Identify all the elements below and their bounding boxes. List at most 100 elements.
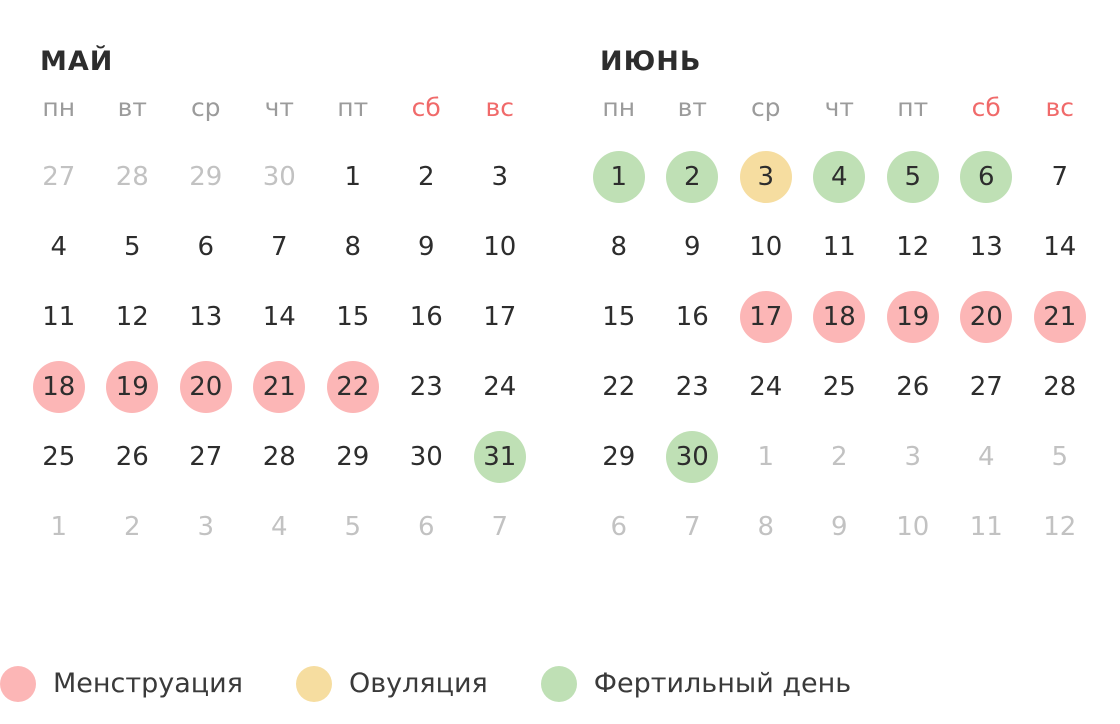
- day[interactable]: 25: [42, 442, 76, 472]
- day[interactable]: 9: [417, 232, 435, 262]
- day-other-month[interactable]: 3: [904, 442, 922, 472]
- weekday-thu: чт: [824, 93, 854, 122]
- day[interactable]: 15: [336, 302, 370, 332]
- day[interactable]: 27: [969, 372, 1003, 402]
- day-other-month[interactable]: 4: [977, 442, 995, 472]
- day-other-month[interactable]: 2: [123, 512, 141, 542]
- day-fertile[interactable]: 5: [886, 151, 939, 203]
- day[interactable]: 22: [602, 372, 636, 402]
- day-menstruation[interactable]: 22: [326, 361, 379, 413]
- day-other-month[interactable]: 4: [270, 512, 288, 542]
- day-other-month[interactable]: 5: [1051, 442, 1069, 472]
- day[interactable]: 28: [1043, 372, 1077, 402]
- day[interactable]: 4: [50, 232, 68, 262]
- day[interactable]: 17: [483, 302, 517, 332]
- day-cell: 13: [169, 282, 243, 352]
- day[interactable]: 14: [262, 302, 296, 332]
- day-menstruation[interactable]: 21: [253, 361, 306, 413]
- day[interactable]: 10: [483, 232, 517, 262]
- day-cell: 20: [169, 352, 243, 422]
- day-menstruation[interactable]: 20: [179, 361, 232, 413]
- ovulation-dot-icon: [295, 666, 332, 702]
- day[interactable]: 23: [409, 372, 443, 402]
- day[interactable]: 26: [115, 442, 149, 472]
- day-menstruation[interactable]: 17: [739, 291, 792, 343]
- day-menstruation[interactable]: 21: [1033, 291, 1086, 343]
- day[interactable]: 13: [969, 232, 1003, 262]
- day-other-month[interactable]: 7: [491, 512, 509, 542]
- day[interactable]: 11: [822, 232, 856, 262]
- day[interactable]: 7: [270, 232, 288, 262]
- day[interactable]: 27: [189, 442, 223, 472]
- day-other-month[interactable]: 3: [197, 512, 215, 542]
- day-cell: 1: [582, 142, 656, 212]
- day[interactable]: 15: [602, 302, 636, 332]
- day[interactable]: 28: [262, 442, 296, 472]
- day[interactable]: 2: [417, 162, 435, 192]
- day[interactable]: 13: [189, 302, 223, 332]
- day[interactable]: 5: [123, 232, 141, 262]
- day-fertile[interactable]: 6: [960, 151, 1013, 203]
- day-menstruation[interactable]: 19: [106, 361, 159, 413]
- day[interactable]: 24: [483, 372, 517, 402]
- day-ovulation[interactable]: 3: [739, 151, 792, 203]
- day[interactable]: 1: [344, 162, 362, 192]
- day-other-month[interactable]: 30: [262, 162, 296, 192]
- day-fertile[interactable]: 2: [666, 151, 719, 203]
- day-other-month[interactable]: 1: [50, 512, 68, 542]
- day-other-month[interactable]: 6: [417, 512, 435, 542]
- day[interactable]: 10: [749, 232, 783, 262]
- day-fertile[interactable]: 31: [473, 431, 526, 483]
- day[interactable]: 6: [197, 232, 215, 262]
- day[interactable]: 16: [409, 302, 443, 332]
- day[interactable]: 23: [675, 372, 709, 402]
- day-other-month[interactable]: 28: [115, 162, 149, 192]
- day-other-month[interactable]: 1: [757, 442, 775, 472]
- day[interactable]: 30: [409, 442, 443, 472]
- day-cell: 2: [96, 492, 170, 562]
- day[interactable]: 11: [42, 302, 76, 332]
- day[interactable]: 16: [675, 302, 709, 332]
- day-other-month[interactable]: 7: [683, 512, 701, 542]
- day-other-month[interactable]: 10: [896, 512, 930, 542]
- legend-item-fertile: Фертильный день: [540, 666, 851, 702]
- day[interactable]: 14: [1043, 232, 1077, 262]
- day[interactable]: 8: [344, 232, 362, 262]
- day[interactable]: 26: [896, 372, 930, 402]
- day-cell: 3: [463, 142, 537, 212]
- day-other-month[interactable]: 6: [610, 512, 628, 542]
- day[interactable]: 29: [336, 442, 370, 472]
- day-cell: 25: [22, 422, 96, 492]
- day[interactable]: 12: [115, 302, 149, 332]
- day-other-month[interactable]: 12: [1043, 512, 1077, 542]
- day-cell: 18: [22, 352, 96, 422]
- day-other-month[interactable]: 9: [830, 512, 848, 542]
- day[interactable]: 29: [602, 442, 636, 472]
- day[interactable]: 25: [822, 372, 856, 402]
- day-menstruation[interactable]: 19: [886, 291, 939, 343]
- day[interactable]: 3: [491, 162, 509, 192]
- fertile-dot-icon: [540, 666, 577, 702]
- day-other-month[interactable]: 2: [830, 442, 848, 472]
- day-other-month[interactable]: 8: [757, 512, 775, 542]
- day-other-month[interactable]: 11: [969, 512, 1003, 542]
- day[interactable]: 8: [610, 232, 628, 262]
- day-other-month[interactable]: 29: [189, 162, 223, 192]
- month-title: МАЙ: [40, 46, 114, 77]
- day-fertile[interactable]: 1: [592, 151, 645, 203]
- day[interactable]: 9: [683, 232, 701, 262]
- day-fertile[interactable]: 4: [813, 151, 866, 203]
- day[interactable]: 12: [896, 232, 930, 262]
- day-fertile[interactable]: 30: [666, 431, 719, 483]
- day-cell: 14: [1023, 212, 1097, 282]
- day-other-month[interactable]: 27: [42, 162, 76, 192]
- day-cell: 2: [803, 422, 877, 492]
- day[interactable]: 24: [749, 372, 783, 402]
- day-menstruation[interactable]: 18: [813, 291, 866, 343]
- day-menstruation[interactable]: 18: [32, 361, 85, 413]
- day-cell: 17: [729, 282, 803, 352]
- day[interactable]: 7: [1051, 162, 1069, 192]
- day-menstruation[interactable]: 20: [960, 291, 1013, 343]
- day-cell: 4: [950, 422, 1024, 492]
- day-other-month[interactable]: 5: [344, 512, 362, 542]
